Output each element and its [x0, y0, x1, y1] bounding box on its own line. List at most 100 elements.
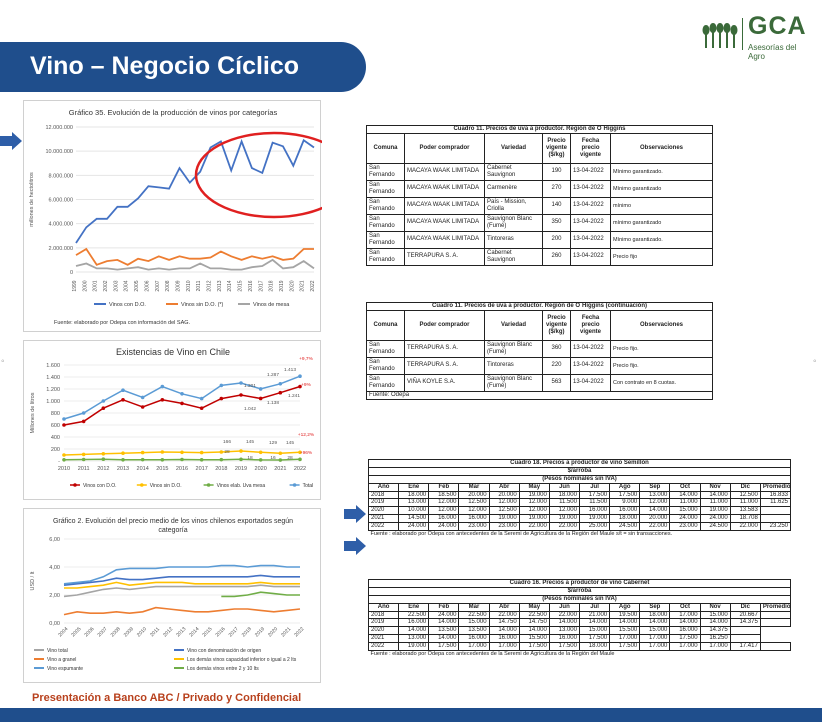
table-row: 2022 19.000 17.500 17.000 17.000 17.500 17.500… [367, 642, 792, 652]
table-cell: 10.000 [398, 506, 430, 516]
data-point [81, 452, 86, 457]
table-cell: 12.500 [488, 506, 520, 516]
column-header: Año [367, 482, 400, 492]
x-tick-label: 2021 [280, 626, 292, 638]
data-point [140, 450, 145, 455]
column-header: Precio vigente ($/kg) [542, 132, 571, 164]
x-tick-label: 2014 [137, 466, 149, 472]
chart-title: Existencias de Vino en Chile [116, 347, 230, 357]
x-tick-label: 2012 [207, 280, 213, 291]
table-cell: San Fernando [366, 339, 405, 358]
column-header: Ene [398, 482, 430, 492]
table-cell: 11.500 [578, 498, 611, 508]
gca-logo: GCA Asesorías del Agro [702, 12, 814, 61]
data-point [140, 395, 145, 400]
table-cell: 14.750 [518, 618, 550, 628]
x-tick-label: 2012 [97, 466, 109, 472]
table-cell: 18.000 [398, 490, 430, 500]
column-header: Jul [578, 482, 611, 492]
table-cell: 17.500 [578, 634, 611, 644]
x-tick-label: 2002 [103, 280, 109, 291]
table-cell: 14.000 [699, 618, 731, 628]
chart-source: Fuente: elaborado por Odepa con informac… [54, 320, 191, 326]
table-cell: 15.000 [578, 626, 611, 636]
column-header: Sep [639, 482, 671, 492]
data-label: 1.413 [284, 367, 296, 373]
table-cell: 13-04-2022 [570, 247, 611, 266]
column-header: Oct [669, 602, 701, 612]
arrow-right-icon [344, 537, 366, 555]
table-source: Fuente : elaborado por Odepa con anteced… [370, 531, 673, 538]
column-header: Variedad [484, 132, 543, 164]
cabernet-price-table: Cuadro 16. Precios a productor de vino C… [367, 579, 792, 658]
y-tick-label: 10.000.000 [45, 149, 73, 155]
table-cell: 13-04-2022 [570, 373, 611, 392]
chart-title: Gráfico 35. Evolución de la producción d… [69, 108, 278, 117]
table-cell: 140 [542, 196, 571, 215]
data-point [199, 396, 204, 401]
table-cell: 17.500 [428, 642, 460, 652]
table-source: Fuente: Odepa [366, 390, 713, 400]
column-header: Ene [398, 602, 430, 612]
table-cell: 19.500 [609, 610, 641, 620]
table-cell: TERRAPURA S. A. [404, 247, 485, 266]
table-cell: 15.000 [699, 610, 731, 620]
data-label: 1.201 [244, 383, 256, 389]
table-row: 2020 10.000 12.000 12.000 12.500 12.000 12.000… [367, 506, 792, 516]
data-point [219, 396, 224, 401]
table-cell [759, 618, 792, 628]
table-cell: País - Mission, Criolla [484, 196, 543, 215]
table-cell: 24.000 [398, 522, 430, 532]
data-label: 28 [224, 449, 230, 455]
table-cell [759, 506, 792, 516]
table-cell: Cabernet Sauvignon [484, 247, 543, 266]
table-cell: TERRAPURA S. A. [404, 356, 485, 375]
table-cell: 360 [542, 339, 571, 358]
table-unit-note: (Pesos nominales sin IVA) [368, 474, 791, 484]
table-cell: 2020 [367, 506, 400, 516]
legend-marker [73, 483, 77, 487]
y-tick-label: 800 [51, 411, 60, 417]
table-cell: 13-04-2022 [570, 213, 611, 232]
y-axis-label: Millones de litros [30, 392, 36, 433]
table-cell: 22.500 [398, 610, 430, 620]
table-cell: 22.500 [458, 610, 490, 620]
grape-price-table-cont: Cuadro 11. Precios de uva a productor. R… [366, 302, 713, 400]
x-tick-label: 2016 [215, 626, 227, 638]
data-label: +9% [301, 382, 311, 388]
data-point [62, 453, 66, 457]
table-cell: TERRAPURA S. A. [404, 339, 485, 358]
column-header: Ago [609, 602, 641, 612]
table-source: Fuente : elaborado por Odepa con anteced… [370, 651, 615, 658]
table-cell: 17.500 [609, 490, 641, 500]
series-line-vinos-sin-d-o- [75, 247, 314, 266]
production-chart-panel: Gráfico 35. Evolución de la producción d… [23, 100, 354, 332]
data-point [298, 384, 302, 389]
table-cell: 13.583 [729, 506, 761, 516]
table-cell: MACAYA WAAK LIMITADA [404, 230, 485, 249]
x-tick-label: 2011 [78, 466, 90, 472]
table-cell: 23.000 [458, 522, 490, 532]
legend-marker [140, 483, 144, 487]
y-tick-label: 0,00 [49, 621, 60, 627]
column-header: Mar [458, 482, 490, 492]
table-cell: 16.833 [759, 490, 792, 500]
table-cell: 18.000 [578, 642, 611, 652]
x-tick-label: 2005 [134, 280, 140, 291]
table-cell: 13-04-2022 [570, 230, 611, 249]
table-row: 2018 22.500 24.000 22.500 22.000 22.500 22.000… [367, 610, 792, 620]
data-point [62, 458, 66, 462]
data-point [180, 392, 184, 396]
table-cell: 15.000 [669, 506, 701, 516]
table-row: 2018 18.000 18.500 20.000 20.000 19.000 18.000… [367, 490, 792, 500]
table-unit: $/arroba [368, 586, 791, 596]
x-tick-label: 2001 [93, 280, 99, 291]
x-tick-label: 2010 [58, 466, 70, 472]
table-cell: 17.000 [458, 642, 490, 652]
y-tick-label: 6,00 [49, 537, 60, 543]
table-cell: Mínimo garantizado. [610, 230, 713, 249]
data-point [160, 398, 165, 402]
data-label: 145 [286, 440, 294, 446]
table-row: San Fernando TERRAPURA S. A. Sauvignon Bla… [366, 339, 713, 358]
legend-marker [206, 483, 211, 487]
